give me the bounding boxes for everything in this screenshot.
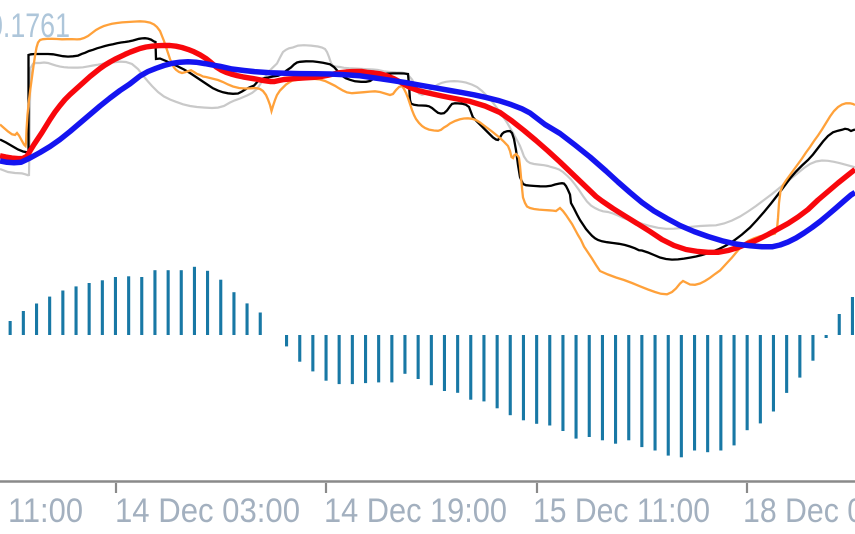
svg-text:14 Dec 03:00: 14 Dec 03:00 xyxy=(115,492,300,530)
svg-text:18 Dec 03:00: 18 Dec 03:00 xyxy=(743,492,855,530)
svg-text:0.1761: 0.1761 xyxy=(0,7,70,45)
svg-text:14 Dec 19:00: 14 Dec 19:00 xyxy=(324,492,507,530)
svg-text:11:00: 11:00 xyxy=(8,492,83,530)
svg-text:15 Dec 11:00: 15 Dec 11:00 xyxy=(533,492,710,530)
